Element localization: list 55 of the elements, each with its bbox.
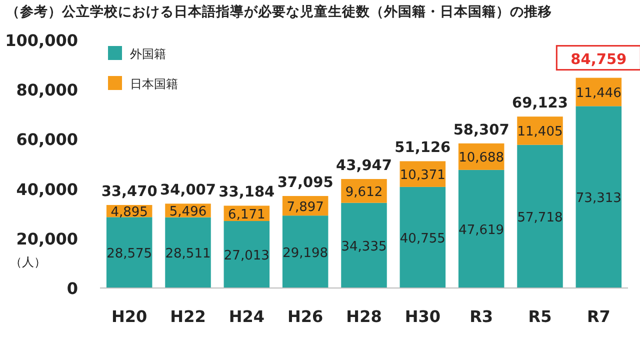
total-label: 37,095 (277, 175, 334, 192)
data-label: 10,371 (400, 168, 446, 184)
y-tick-label: 0 (66, 279, 78, 298)
data-label: 6,171 (228, 207, 266, 222)
bar (400, 186, 446, 288)
legend-label: 日本国籍 (130, 77, 178, 91)
total-label: 58,307 (453, 122, 510, 138)
y-tick-label: 20,000 (16, 229, 78, 248)
x-tick-label: R7 (586, 307, 610, 326)
data-label: 11,446 (576, 86, 622, 101)
data-label: 34,335 (341, 239, 387, 254)
x-tick-label: H30 (404, 307, 440, 326)
total-label: 43,947 (336, 158, 392, 174)
total-label: 69,123 (512, 96, 568, 112)
x-tick-label: H20 (112, 307, 148, 326)
bar (106, 217, 152, 288)
bar (517, 144, 563, 288)
data-label: 29,198 (282, 246, 328, 261)
x-tick-label: H26 (288, 307, 324, 326)
total-label: 51,126 (394, 140, 451, 156)
x-tick-label: H28 (346, 307, 382, 326)
total-label: 84,759 (570, 52, 627, 68)
bar (165, 217, 211, 288)
data-label: 47,619 (458, 222, 504, 238)
x-tick-label: R5 (528, 307, 552, 326)
y-axis-title: （人） (10, 255, 46, 269)
x-tick-label: H24 (228, 307, 264, 326)
bar (224, 221, 270, 288)
data-label: 28,511 (165, 246, 211, 262)
total-label: 34,007 (160, 182, 216, 199)
bar (282, 216, 328, 288)
data-label: 4,895 (110, 205, 148, 220)
data-label: 28,575 (106, 246, 152, 262)
legend-label: 外国籍 (130, 47, 166, 61)
data-label: 27,013 (224, 248, 270, 264)
total-label: 33,184 (218, 184, 275, 201)
bar (458, 170, 504, 288)
x-tick-label: H22 (170, 307, 206, 326)
data-label: 5,496 (169, 204, 207, 220)
y-tick-label: 60,000 (16, 130, 78, 150)
data-label: 7,897 (286, 200, 324, 215)
chart-title: （参考）公立学校における日本語指導が必要な児童生徒数（外国籍・日本国籍）の推移 (6, 3, 552, 20)
y-tick-label: 80,000 (16, 80, 78, 100)
data-label: 73,313 (576, 191, 622, 206)
data-label: 10,688 (458, 150, 504, 166)
bar (576, 106, 622, 288)
y-tick-label: 40,000 (16, 180, 78, 199)
total-label: 33,470 (101, 184, 158, 200)
data-label: 40,755 (400, 231, 446, 246)
data-label: 11,405 (517, 124, 563, 140)
bar (341, 202, 387, 288)
y-tick-label: 100,000 (5, 31, 78, 50)
data-label: 9,612 (345, 184, 383, 200)
x-tick-label: R3 (470, 307, 494, 326)
data-label: 57,718 (517, 210, 563, 226)
